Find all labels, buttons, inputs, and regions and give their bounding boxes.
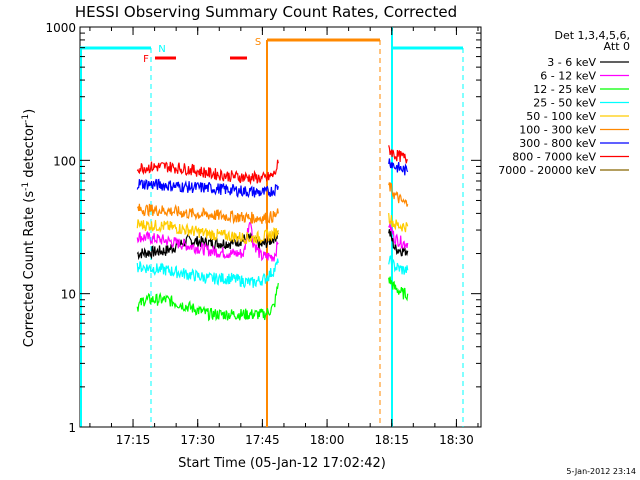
series-12-25kev-b <box>388 276 409 302</box>
flag-N: N <box>158 44 165 55</box>
y-axis-label-sup2: -1 <box>21 114 31 123</box>
legend-label-25-50kev: 25 - 50 keV <box>533 97 596 110</box>
x-tick-label: 18:30 <box>439 433 474 447</box>
series-12-25kev-a <box>136 283 279 322</box>
flag-S: S <box>255 37 261 48</box>
series-300-800kev-b <box>388 158 409 176</box>
data-series <box>136 145 409 322</box>
legend-label-100-300kev: 100 - 300 keV <box>519 124 596 137</box>
timestamp: 5-Jan-2012 23:14 <box>566 467 636 476</box>
legend-label-7000-20000kev: 7000 - 20000 keV <box>498 164 596 177</box>
chart-title: HESSI Observing Summary Count Rates, Cor… <box>75 3 457 21</box>
y-axis-label-part2: detector <box>22 122 37 182</box>
y-tick-label: 10 <box>61 288 76 302</box>
flag-markers: NF S <box>143 37 261 65</box>
x-axis-label: Start Time (05-Jan-12 17:02:42) <box>178 456 386 471</box>
legend-label-50-100kev: 50 - 100 keV <box>526 110 596 123</box>
legend-title-line1: Det 1,3,4,5,6, <box>554 29 630 42</box>
series-800-7000kev-a <box>136 159 279 186</box>
y-tick-label: 1000 <box>45 21 76 35</box>
legend-title-line2: Att 0 <box>604 40 630 53</box>
axis-ticks: 17:15 17:30 17:45 18:00 18:15 18:30 1 10 100 1000 <box>45 21 481 447</box>
y-axis-label-sup1: -1 <box>21 182 31 191</box>
x-tick-label: 17:45 <box>245 433 280 447</box>
series-50-100kev-b <box>388 212 409 233</box>
series-300-800kev-a <box>136 178 279 199</box>
x-tick-label: 17:15 <box>116 433 151 447</box>
plot-frame <box>79 26 482 428</box>
series-100-300kev-a <box>136 203 279 225</box>
series-3-6kev-b <box>388 229 409 257</box>
series-100-300kev-b <box>388 182 409 207</box>
series-6-12kev-b <box>388 220 409 250</box>
y-axis-label-part1: Corrected Count Rate (s <box>22 191 37 348</box>
series-25-50kev-b <box>388 255 409 275</box>
flag-F: F <box>143 54 149 65</box>
x-tick-label: 18:15 <box>374 433 409 447</box>
legend-label-3-6kev: 3 - 6 keV <box>547 56 596 69</box>
y-axis-label-part3: ) <box>22 109 37 114</box>
legend-label-12-25kev: 12 - 25 keV <box>533 83 596 96</box>
series-50-100kev-a <box>136 219 279 244</box>
legend-label-300-800kev: 300 - 800 keV <box>519 137 596 150</box>
y-axis-label: Corrected Count Rate (s-1 detector-1) <box>21 109 37 347</box>
legend-label-6-12kev: 6 - 12 keV <box>540 70 596 83</box>
legend-label-800-7000kev: 800 - 7000 keV <box>512 151 596 164</box>
x-tick-label: 17:30 <box>180 433 215 447</box>
y-tick-label: 100 <box>53 154 76 168</box>
series-25-50kev-a <box>136 258 279 289</box>
x-tick-label: 18:00 <box>310 433 345 447</box>
series-6-12kev-a <box>136 221 279 262</box>
y-tick-label: 1 <box>68 421 76 435</box>
series-800-7000kev-b <box>388 145 409 164</box>
